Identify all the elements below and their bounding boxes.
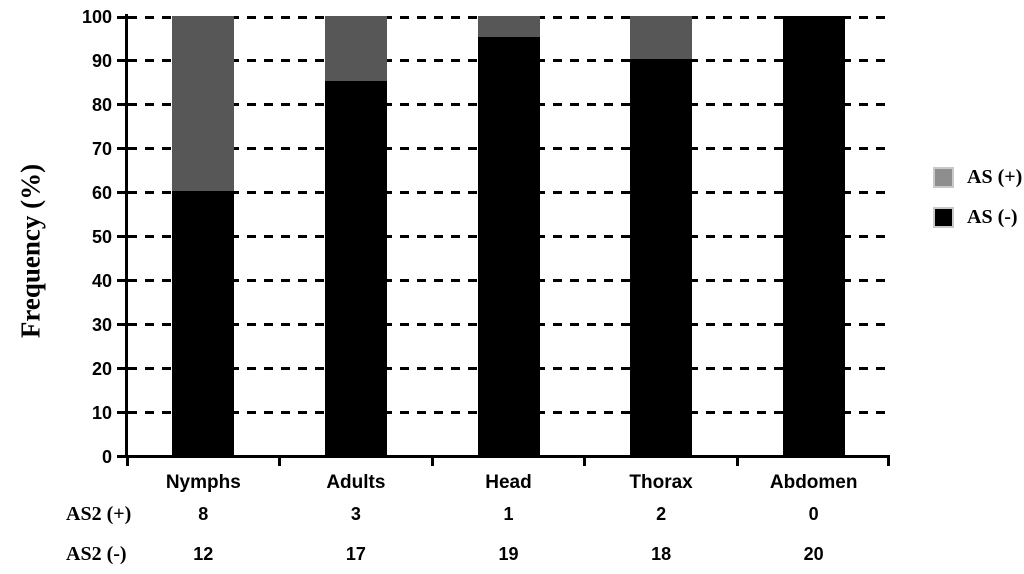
as-minus-swatch-icon <box>933 206 954 228</box>
bar-segment-as+ <box>630 15 693 60</box>
x-axis-tick <box>125 458 129 466</box>
bar-segment-as- <box>782 15 845 455</box>
y-tick-label: 100 <box>81 7 112 27</box>
table-value: 12 <box>193 544 214 564</box>
y-tick-label: 70 <box>91 138 112 159</box>
legend: AS (+) AS (-) <box>933 166 1022 246</box>
y-axis-tick <box>117 455 133 458</box>
y-tick-label: 50 <box>91 226 112 247</box>
legend-label-as-minus: AS (-) <box>967 205 1018 228</box>
x-axis-tick <box>735 458 739 466</box>
bar-segment-as+ <box>477 15 540 38</box>
bar-segment-as+ <box>324 15 387 82</box>
y-tick-label: 20 <box>91 358 112 379</box>
legend-item-as-plus: AS (+) <box>933 166 1022 188</box>
table-value: 18 <box>651 544 672 564</box>
x-axis-tick <box>278 458 282 466</box>
y-tick-label: 60 <box>91 182 112 203</box>
y-tick-label: 40 <box>91 270 112 291</box>
x-axis-tick <box>583 458 587 466</box>
legend-label-as-plus: AS (+) <box>967 165 1023 188</box>
y-axis-tick <box>117 323 133 327</box>
x-category-label: Thorax <box>629 472 693 493</box>
bar-segment-as+ <box>172 15 235 192</box>
x-axis-tick <box>887 458 890 466</box>
y-tick-label: 30 <box>91 314 112 335</box>
table-value: 0 <box>808 504 819 524</box>
x-axis-line <box>125 455 890 458</box>
table-row-label-as2-minus: AS2 (-) <box>66 543 127 565</box>
bar-segment-as- <box>630 59 693 455</box>
y-axis-tick <box>117 279 133 283</box>
table-value: 2 <box>656 504 667 524</box>
as-plus-swatch-icon <box>933 166 954 188</box>
table-value: 19 <box>498 544 519 564</box>
bar-segment-as- <box>324 81 387 455</box>
y-axis-title: Frequency (%) <box>15 163 46 339</box>
y-axis-tick <box>117 103 133 107</box>
y-tick-label: 80 <box>91 94 112 115</box>
table-value: 20 <box>803 544 824 564</box>
bar-segment-as- <box>172 191 235 455</box>
y-axis-tick <box>117 411 133 415</box>
y-axis-tick <box>117 59 133 63</box>
y-axis-tick <box>117 235 133 239</box>
y-axis-tick <box>117 367 133 371</box>
table-value: 17 <box>345 544 366 564</box>
table-value: 8 <box>198 504 209 524</box>
x-axis-tick <box>430 458 434 466</box>
y-tick-label: 10 <box>91 402 112 423</box>
y-axis-tick <box>117 147 133 151</box>
y-axis-tick <box>117 15 133 19</box>
x-category-label: Adults <box>326 472 386 493</box>
table-row-label-as2-plus: AS2 (+) <box>66 503 132 525</box>
table-value: 1 <box>503 504 514 524</box>
y-tick-label: 0 <box>101 446 112 467</box>
x-category-label: Nymphs <box>165 472 241 493</box>
bar-segment-as- <box>477 37 540 455</box>
x-category-label: Head <box>485 472 532 493</box>
y-tick-label: 90 <box>91 50 112 71</box>
table-value: 3 <box>350 504 361 524</box>
x-category-label: Abdomen <box>769 472 858 493</box>
y-axis-tick <box>117 191 133 195</box>
legend-item-as-minus: AS (-) <box>933 206 1022 228</box>
